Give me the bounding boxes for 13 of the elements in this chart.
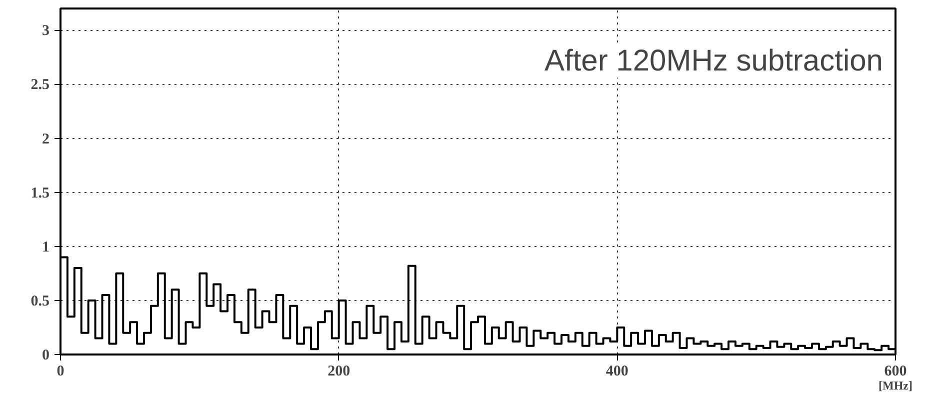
x-tick-label: 200 (328, 364, 350, 380)
y-tick-label: 0.5 (30, 293, 50, 310)
x-tick-label: 600 (884, 364, 907, 380)
y-tick-label: 1.5 (30, 185, 50, 202)
x-tick-label: 0 (56, 364, 64, 380)
x-axis-title: [MHz] (878, 378, 912, 392)
y-tick-label: 0 (42, 348, 50, 364)
annotation: After 120MHz subtraction (544, 44, 883, 78)
y-tick-label: 2.5 (30, 77, 50, 94)
y-tick-label: 2 (42, 131, 50, 148)
y-tick-label: 3 (42, 23, 50, 40)
y-tick-label: 1 (42, 239, 50, 256)
x-tick-label: 400 (606, 364, 628, 380)
